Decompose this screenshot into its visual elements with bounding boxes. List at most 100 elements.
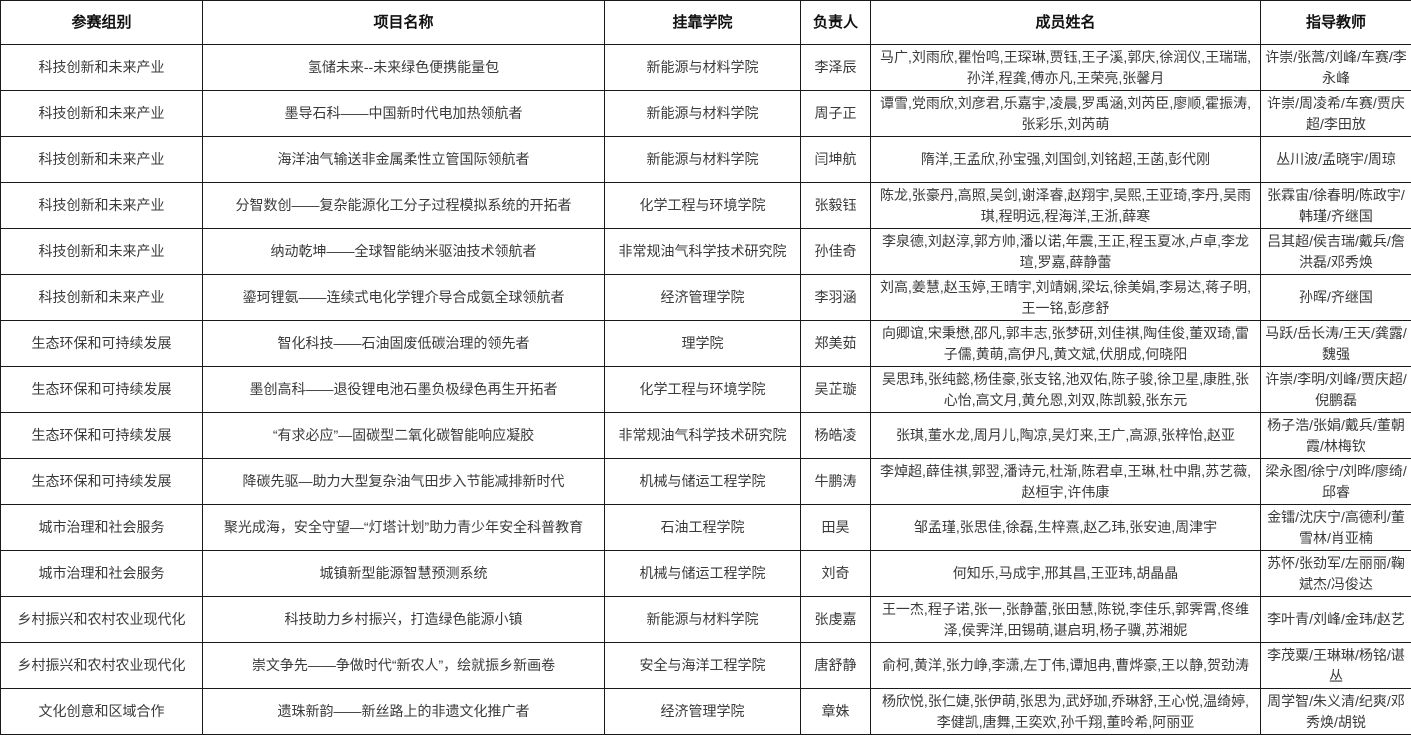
cell-leader: 闫坤航 bbox=[800, 136, 871, 183]
cell-group: 科技创新和未来产业 bbox=[0, 136, 203, 183]
cell-leader: 李羽涵 bbox=[800, 274, 871, 321]
cell-advisors: 周学智/朱义清/纪爽/邓秀焕/胡锐 bbox=[1260, 688, 1411, 735]
cell-advisors: 丛川波/孟晓宇/周琼 bbox=[1260, 136, 1411, 183]
cell-project: 分智数创——复杂能源化工分子过程模拟系统的开拓者 bbox=[202, 182, 605, 229]
cell-college: 非常规油气科学技术研究院 bbox=[604, 412, 801, 459]
cell-members: 李焯超,薛佳祺,郭翌,潘诗元,杜渐,陈君卓,王琳,杜中鼎,苏艺薇,赵桓宇,许伟康 bbox=[870, 458, 1261, 505]
cell-group: 科技创新和未来产业 bbox=[0, 44, 203, 91]
cell-college: 理学院 bbox=[604, 320, 801, 367]
cell-project: 崇文争先——争做时代“新农人”，绘就振乡新画卷 bbox=[202, 642, 605, 689]
cell-project: 墨导石科——中国新时代电加热领航者 bbox=[202, 90, 605, 137]
cell-members: 刘高,姜慧,赵玉婷,王晴宇,刘靖娴,梁坛,徐美娟,李易达,蒋子明,王一铭,彭彦舒 bbox=[870, 274, 1261, 321]
cell-advisors: 梁永图/徐宁/刘晔/廖绮/邱睿 bbox=[1260, 458, 1411, 505]
cell-members: 俞柯,黄洋,张力峥,李潇,左丁伟,谭旭冉,曹烨豪,王以静,贺劲涛 bbox=[870, 642, 1261, 689]
cell-advisors: 许崇/张蒿/刘峰/车赛/李永峰 bbox=[1260, 44, 1411, 91]
cell-college: 经济管理学院 bbox=[604, 688, 801, 735]
cell-group: 生态环保和可持续发展 bbox=[0, 320, 203, 367]
cell-members: 吴思玮,张纯懿,杨佳豪,张支铭,池双佑,陈子骏,徐卫星,康胜,张心怡,高文月,黄… bbox=[870, 366, 1261, 413]
cell-leader: 张虔嘉 bbox=[800, 596, 871, 643]
cell-leader: 刘奇 bbox=[800, 550, 871, 597]
cell-college: 机械与储运工程学院 bbox=[604, 458, 801, 505]
cell-college: 新能源与材料学院 bbox=[604, 44, 801, 91]
cell-project: 海洋油气输送非金属柔性立管国际领航者 bbox=[202, 136, 605, 183]
cell-college: 化学工程与环境学院 bbox=[604, 366, 801, 413]
cell-project: 科技助力乡村振兴，打造绿色能源小镇 bbox=[202, 596, 605, 643]
cell-advisors: 许崇/李明/刘峰/贾庆超/倪鹏磊 bbox=[1260, 366, 1411, 413]
table-row: 生态环保和可持续发展 降碳先驱—助力大型复杂油气田步入节能减排新时代 机械与储运工程… bbox=[0, 458, 1411, 505]
cell-advisors: 马跃/岳长涛/王天/龚露/魏强 bbox=[1260, 320, 1411, 367]
cell-members: 向卿谊,宋秉懋,邵凡,郭丰志,张梦研,刘佳祺,陶佳俊,董双琦,雷子儒,黄萌,高伊… bbox=[870, 320, 1261, 367]
cell-project: 聚光成海，安全守望—“灯塔计划”助力青少年安全科普教育 bbox=[202, 504, 605, 551]
cell-leader: 李泽辰 bbox=[800, 44, 871, 91]
table-row: 生态环保和可持续发展 “有求必应”—固碳型二氧化碳智能响应凝胶 非常规油气科学技术研… bbox=[0, 412, 1411, 459]
cell-advisors: 张霖宙/徐春明/陈政宇/韩瑾/齐继国 bbox=[1260, 182, 1411, 229]
header-advisors: 指导教师 bbox=[1260, 0, 1411, 45]
cell-advisors: 许崇/周凌希/车赛/贾庆超/李田放 bbox=[1260, 90, 1411, 137]
cell-leader: 孙佳奇 bbox=[800, 228, 871, 275]
cell-members: 邹孟瑾,张思佳,徐磊,生梓熹,赵乙玮,张安迪,周津宇 bbox=[870, 504, 1261, 551]
cell-group: 文化创意和区域合作 bbox=[0, 688, 203, 735]
cell-advisors: 杨子浩/张娟/戴兵/董朝霞/林梅钦 bbox=[1260, 412, 1411, 459]
cell-college: 经济管理学院 bbox=[604, 274, 801, 321]
cell-advisors: 孙晖/齐继国 bbox=[1260, 274, 1411, 321]
table-row: 文化创意和区域合作 遗珠新韵——新丝路上的非遗文化推广者 经济管理学院 章姝 杨欣悦,张… bbox=[0, 688, 1411, 735]
table-row: 生态环保和可持续发展 智化科技——石油固废低碳治理的领先者 理学院 郑美茹 向卿谊,宋秉… bbox=[0, 320, 1411, 367]
cell-college: 新能源与材料学院 bbox=[604, 596, 801, 643]
cell-group: 科技创新和未来产业 bbox=[0, 274, 203, 321]
cell-members: 谭雪,党雨欣,刘彦君,乐嘉宇,凌晨,罗禹涵,刘芮臣,廖顺,霍振涛,张彩乐,刘芮萌 bbox=[870, 90, 1261, 137]
cell-college: 安全与海洋工程学院 bbox=[604, 642, 801, 689]
cell-advisors: 苏怀/张劲军/左丽丽/鞠斌杰/冯俊达 bbox=[1260, 550, 1411, 597]
cell-college: 石油工程学院 bbox=[604, 504, 801, 551]
cell-project: 墨创高科——退役锂电池石墨负极绿色再生开拓者 bbox=[202, 366, 605, 413]
table-row: 科技创新和未来产业 海洋油气输送非金属柔性立管国际领航者 新能源与材料学院 闫坤航 隋洋… bbox=[0, 136, 1411, 183]
cell-project: 遗珠新韵——新丝路上的非遗文化推广者 bbox=[202, 688, 605, 735]
cell-leader: 田昊 bbox=[800, 504, 871, 551]
cell-project: 智化科技——石油固废低碳治理的领先者 bbox=[202, 320, 605, 367]
cell-members: 陈龙,张豪丹,高照,吴剑,谢泽睿,赵翔宇,吴熙,王亚琦,李丹,吴雨琪,程明远,程… bbox=[870, 182, 1261, 229]
cell-project: 降碳先驱—助力大型复杂油气田步入节能减排新时代 bbox=[202, 458, 605, 505]
cell-advisors: 李茂粟/王琳琳/杨铭/谌丛 bbox=[1260, 642, 1411, 689]
table-row: 科技创新和未来产业 纳动乾坤——全球智能纳米驱油技术领航者 非常规油气科学技术研究院… bbox=[0, 228, 1411, 275]
table-header-row: 参赛组别 项目名称 挂靠学院 负责人 成员姓名 指导教师 bbox=[0, 0, 1411, 45]
table-body: 科技创新和未来产业 氢储未来--未来绿色便携能量包 新能源与材料学院 李泽辰 马广,刘雨… bbox=[0, 44, 1411, 735]
cell-college: 化学工程与环境学院 bbox=[604, 182, 801, 229]
cell-project: 鎏珂锂氨——连续式电化学锂介导合成氨全球领航者 bbox=[202, 274, 605, 321]
cell-college: 机械与储运工程学院 bbox=[604, 550, 801, 597]
cell-leader: 吴芷璇 bbox=[800, 366, 871, 413]
cell-group: 科技创新和未来产业 bbox=[0, 228, 203, 275]
table-row: 科技创新和未来产业 分智数创——复杂能源化工分子过程模拟系统的开拓者 化学工程与环境… bbox=[0, 182, 1411, 229]
header-members: 成员姓名 bbox=[870, 0, 1261, 45]
cell-leader: 杨皓凌 bbox=[800, 412, 871, 459]
table-row: 科技创新和未来产业 鎏珂锂氨——连续式电化学锂介导合成氨全球领航者 经济管理学院 李羽… bbox=[0, 274, 1411, 321]
header-college: 挂靠学院 bbox=[604, 0, 801, 45]
header-leader: 负责人 bbox=[800, 0, 871, 45]
cell-group: 生态环保和可持续发展 bbox=[0, 366, 203, 413]
cell-leader: 郑美茹 bbox=[800, 320, 871, 367]
table-row: 科技创新和未来产业 氢储未来--未来绿色便携能量包 新能源与材料学院 李泽辰 马广,刘雨… bbox=[0, 44, 1411, 91]
cell-members: 何知乐,马成宇,邢其昌,王亚玮,胡晶晶 bbox=[870, 550, 1261, 597]
header-project: 项目名称 bbox=[202, 0, 605, 45]
cell-members: 张琪,董水龙,周月儿,陶凉,吴灯来,王广,高源,张梓怡,赵亚 bbox=[870, 412, 1261, 459]
cell-leader: 牛鹏涛 bbox=[800, 458, 871, 505]
table-row: 乡村振兴和农村农业现代化 崇文争先——争做时代“新农人”，绘就振乡新画卷 安全与海洋… bbox=[0, 642, 1411, 689]
cell-project: 氢储未来--未来绿色便携能量包 bbox=[202, 44, 605, 91]
cell-college: 新能源与材料学院 bbox=[604, 136, 801, 183]
cell-members: 王一杰,程子诺,张一,张静蕾,张田慧,陈锐,李佳乐,郭霁霄,佟维泽,侯霁洋,田锡… bbox=[870, 596, 1261, 643]
cell-members: 李泉德,刘赵淳,郭方帅,潘以诺,年震,王正,程玉夏冰,卢卓,李龙瑄,罗嘉,薛静蕾 bbox=[870, 228, 1261, 275]
cell-group: 生态环保和可持续发展 bbox=[0, 412, 203, 459]
cell-advisors: 吕其超/侯吉瑞/戴兵/詹洪磊/邓秀焕 bbox=[1260, 228, 1411, 275]
cell-leader: 张毅钰 bbox=[800, 182, 871, 229]
table-row: 科技创新和未来产业 墨导石科——中国新时代电加热领航者 新能源与材料学院 周子正 谭雪,… bbox=[0, 90, 1411, 137]
cell-project: 城镇新型能源智慧预测系统 bbox=[202, 550, 605, 597]
cell-group: 城市治理和社会服务 bbox=[0, 504, 203, 551]
cell-members: 杨欣悦,张仁婕,张伊萌,张思为,武妤珈,乔琳舒,王心悦,温绮婷,李健凯,唐舞,王… bbox=[870, 688, 1261, 735]
cell-group: 乡村振兴和农村农业现代化 bbox=[0, 596, 203, 643]
cell-group: 科技创新和未来产业 bbox=[0, 90, 203, 137]
cell-group: 科技创新和未来产业 bbox=[0, 182, 203, 229]
table-row: 城市治理和社会服务 城镇新型能源智慧预测系统 机械与储运工程学院 刘奇 何知乐,马成宇,… bbox=[0, 550, 1411, 597]
cell-advisors: 李叶青/刘峰/金玮/赵艺 bbox=[1260, 596, 1411, 643]
cell-members: 马广,刘雨欣,瞿怡鸣,王琛琳,贾钰,王子溪,郭庆,徐润仪,王瑞瑞,孙洋,程龚,傅… bbox=[870, 44, 1261, 91]
table-row: 生态环保和可持续发展 墨创高科——退役锂电池石墨负极绿色再生开拓者 化学工程与环境学… bbox=[0, 366, 1411, 413]
cell-college: 非常规油气科学技术研究院 bbox=[604, 228, 801, 275]
cell-group: 生态环保和可持续发展 bbox=[0, 458, 203, 505]
